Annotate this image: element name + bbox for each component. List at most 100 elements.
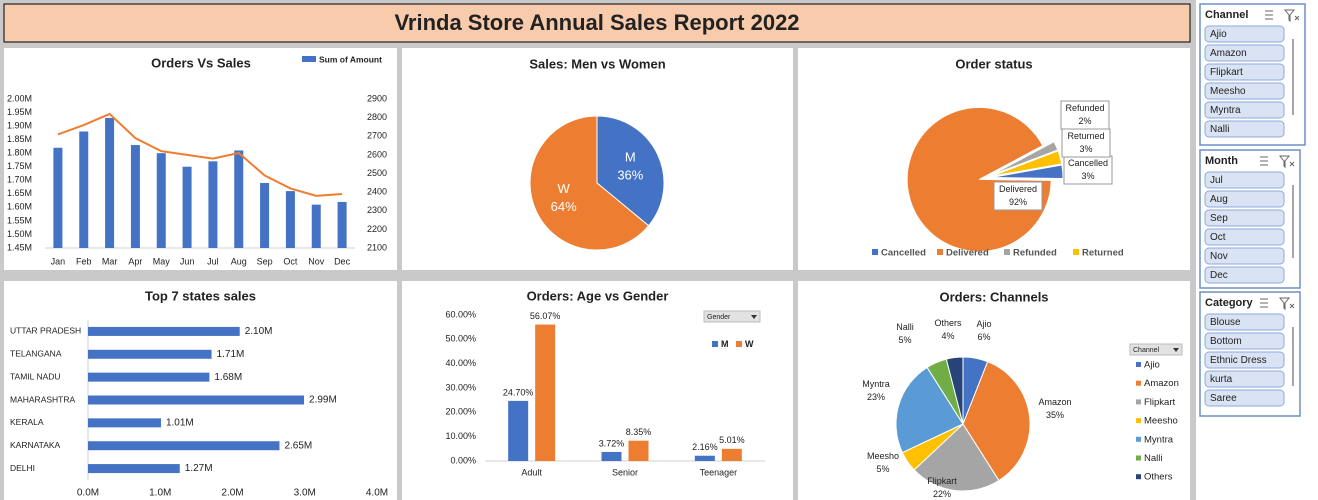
slicer-clear-icon[interactable] xyxy=(1278,297,1295,311)
slicer-multiselect-icon[interactable] xyxy=(1260,298,1268,308)
filter-arrow xyxy=(751,315,757,319)
slicer-item[interactable] xyxy=(1204,313,1285,331)
legend-label: Meesho xyxy=(1144,416,1178,427)
slice-category-label: Returned xyxy=(1067,131,1104,141)
slicer-item-label: Ajio xyxy=(1210,29,1227,40)
bar xyxy=(208,161,218,248)
slicer-item[interactable] xyxy=(1204,101,1285,119)
slicer-item-label: Dec xyxy=(1210,270,1228,281)
y-tick-label: 60.00% xyxy=(445,309,476,319)
chart-title: Orders: Channels xyxy=(939,289,1048,304)
y-tick-label: MAHARASHTRA xyxy=(10,394,76,404)
slicer-item[interactable] xyxy=(1204,120,1285,138)
filter-button[interactable] xyxy=(703,310,761,323)
x-tick-label: 4.0M xyxy=(366,488,388,499)
slicer-item[interactable] xyxy=(1204,351,1285,369)
slicer-item-label: Oct xyxy=(1210,232,1226,243)
slice-value-label: 5% xyxy=(876,464,889,474)
y2-tick-label: 2100 xyxy=(367,242,387,252)
chart-title: Orders Vs Sales xyxy=(151,55,251,70)
y2-tick-label: 2600 xyxy=(367,149,387,159)
slicer-item[interactable] xyxy=(1204,171,1285,189)
callout-box xyxy=(1061,128,1111,158)
slicer-item-label: Myntra xyxy=(1210,105,1241,116)
bar xyxy=(88,441,280,451)
slicer-clear-icon[interactable] xyxy=(1283,9,1300,23)
slicer-clear-icon[interactable] xyxy=(1278,155,1295,169)
legend-swatch xyxy=(302,56,316,62)
slicer-item[interactable] xyxy=(1204,190,1285,208)
slicer-multiselect-icon[interactable] xyxy=(1260,156,1268,166)
x-tick-label: Teenager xyxy=(700,467,738,477)
chart-title: Orders: Age vs Gender xyxy=(527,288,669,303)
pie-slice xyxy=(990,164,1064,180)
y2-tick-label: 2700 xyxy=(367,131,387,141)
y-tick-label: 1.70M xyxy=(7,175,32,185)
slice-category-label: Flipkart xyxy=(927,476,957,486)
slice-value-label: 35% xyxy=(1046,410,1064,420)
slice-value-label: 64% xyxy=(551,199,577,214)
slicer-item[interactable] xyxy=(1204,332,1285,350)
bar xyxy=(628,440,649,461)
x-tick-label: Sep xyxy=(257,256,273,266)
bar xyxy=(88,464,180,474)
value-label: 56.07% xyxy=(530,311,561,321)
legend-label: Amazon xyxy=(1144,378,1179,389)
slicer-item[interactable] xyxy=(1204,389,1285,407)
y-tick-label: TAMIL NADU xyxy=(10,371,61,381)
bar xyxy=(260,182,270,248)
bar xyxy=(88,372,210,382)
slicer-item[interactable] xyxy=(1204,25,1285,43)
slice-value-label: 22% xyxy=(933,489,951,499)
callout-box xyxy=(1060,100,1110,130)
slicer-item[interactable] xyxy=(1204,370,1285,388)
slicer-item[interactable] xyxy=(1204,266,1285,284)
value-label: 5.01% xyxy=(719,435,745,445)
bar xyxy=(234,150,244,248)
pie-slice xyxy=(990,150,1063,177)
y-tick-label: 1.90M xyxy=(7,120,32,130)
dashboard-title: Vrinda Store Annual Sales Report 2022 xyxy=(394,10,799,35)
slicer-item-label: Saree xyxy=(1210,393,1237,404)
bar xyxy=(694,455,715,461)
y-tick-label: KERALA xyxy=(10,417,44,427)
pie-slice xyxy=(962,361,1031,482)
slicer-title: Month xyxy=(1205,155,1238,167)
slicer-item[interactable] xyxy=(1204,228,1285,246)
slice-value-label: 6% xyxy=(977,332,990,342)
y-tick-label: TELANGANA xyxy=(10,349,62,359)
slicer-item[interactable] xyxy=(1204,247,1285,265)
filter-button[interactable] xyxy=(1129,343,1183,356)
slice-category-label: Meesho xyxy=(867,451,899,461)
pie-slice xyxy=(906,106,1052,252)
y-tick-label: 0.00% xyxy=(450,455,476,465)
value-label: 1.68M xyxy=(214,372,242,383)
legend-swatch xyxy=(1136,436,1141,442)
slicer-item-label: Sep xyxy=(1210,213,1228,224)
legend-swatch xyxy=(736,341,742,347)
x-tick-label: Jan xyxy=(51,256,66,266)
y-tick-label: DELHI xyxy=(10,463,35,473)
slicer-item[interactable] xyxy=(1204,82,1285,100)
y2-tick-label: 2500 xyxy=(367,168,387,178)
x-tick-label: 2.0M xyxy=(221,488,243,499)
pie-slice xyxy=(990,141,1059,176)
value-label: 1.27M xyxy=(185,463,213,474)
slicer-title: Channel xyxy=(1205,9,1248,21)
x-tick-label: 1.0M xyxy=(149,488,171,499)
legend-label: Cancelled xyxy=(881,248,926,259)
legend-swatch xyxy=(937,249,943,255)
slicer-item[interactable] xyxy=(1204,44,1285,62)
slicer-item[interactable] xyxy=(1204,63,1285,81)
slice-value-label: 3% xyxy=(1081,171,1094,181)
slicer-multiselect-icon[interactable] xyxy=(1265,10,1273,20)
y-tick-label: 1.65M xyxy=(7,188,32,198)
slice-category-label: Myntra xyxy=(862,379,890,389)
bar xyxy=(79,131,89,248)
y-tick-label: UTTAR PRADESH xyxy=(10,326,81,336)
y-tick-label: 20.00% xyxy=(445,407,476,417)
slicer-item[interactable] xyxy=(1204,209,1285,227)
x-tick-label: Aug xyxy=(231,256,247,266)
legend-label: Returned xyxy=(1082,248,1124,259)
